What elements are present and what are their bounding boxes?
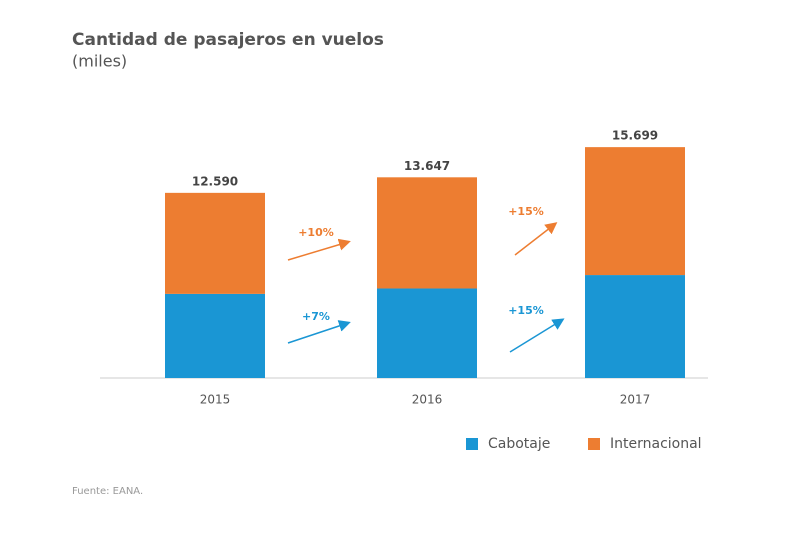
x-tick-label: 2016 bbox=[412, 393, 443, 407]
chart-title: Cantidad de pasajeros en vuelos bbox=[72, 30, 384, 50]
x-tick-label: 2017 bbox=[620, 393, 651, 407]
bar-segment bbox=[165, 293, 265, 378]
legend-label: Cabotaje bbox=[488, 436, 550, 452]
source: Fuente: EANA. bbox=[72, 486, 143, 497]
growth-arrow bbox=[514, 222, 558, 256]
chart-subtitle: (miles) bbox=[72, 52, 127, 71]
total-label: 13.647 bbox=[404, 159, 450, 173]
growth-label: +10% bbox=[298, 226, 334, 239]
legend-swatch bbox=[466, 438, 478, 450]
growth-label: +15% bbox=[508, 205, 544, 218]
legend-label: Internacional bbox=[610, 436, 702, 452]
growth-arrow bbox=[509, 318, 565, 353]
legend-swatch bbox=[588, 438, 600, 450]
growth-arrow bbox=[287, 238, 351, 261]
bar-segment bbox=[585, 275, 685, 378]
growth-arrow bbox=[287, 320, 351, 344]
x-tick-label: 2015 bbox=[200, 393, 231, 407]
bar-segment bbox=[585, 147, 685, 276]
total-label: 12.590 bbox=[192, 174, 238, 188]
bar-segment bbox=[377, 177, 477, 289]
bar-segment bbox=[165, 192, 265, 294]
growth-label: +7% bbox=[302, 310, 330, 323]
total-label: 15.699 bbox=[612, 129, 658, 143]
bar-segment bbox=[377, 288, 477, 378]
growth-label: +15% bbox=[508, 304, 544, 317]
